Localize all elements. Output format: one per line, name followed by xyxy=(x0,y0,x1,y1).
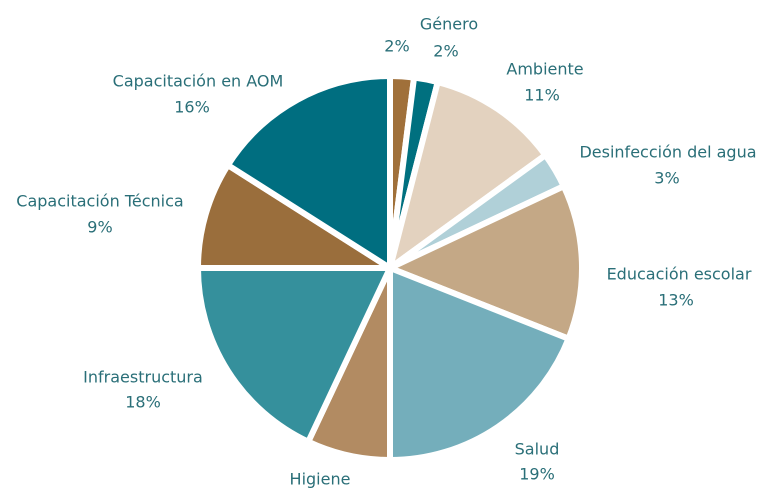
slice-label: Infraestructura xyxy=(83,368,203,387)
pie-slice xyxy=(195,265,393,445)
slice-label: Ambiente xyxy=(506,60,583,79)
pie-slice xyxy=(387,183,585,342)
value-label: 11% xyxy=(524,86,560,105)
slice-label: Capacitación en AOM xyxy=(113,72,284,91)
value-label: 19% xyxy=(519,465,555,484)
value-label: 2% xyxy=(433,42,458,61)
value-label: 9% xyxy=(87,218,112,237)
pie-slice xyxy=(387,265,572,463)
slice-label: Desinfección del agua xyxy=(579,143,756,162)
slice-label: Educación escolar xyxy=(607,265,752,284)
slice-label: Salud xyxy=(515,440,560,459)
pie-slice xyxy=(224,73,393,271)
value-label: 2% xyxy=(384,37,409,56)
slice-label: Capacitación Técnica xyxy=(16,192,183,211)
slice-label: Género xyxy=(420,15,478,34)
value-label: 16% xyxy=(174,98,210,117)
slice-label: Higiene xyxy=(290,470,351,489)
value-label: 18% xyxy=(125,393,161,412)
value-label: 3% xyxy=(654,169,679,188)
pie-slice xyxy=(195,162,393,271)
value-label: 13% xyxy=(658,291,694,310)
pie-slice xyxy=(387,79,549,271)
